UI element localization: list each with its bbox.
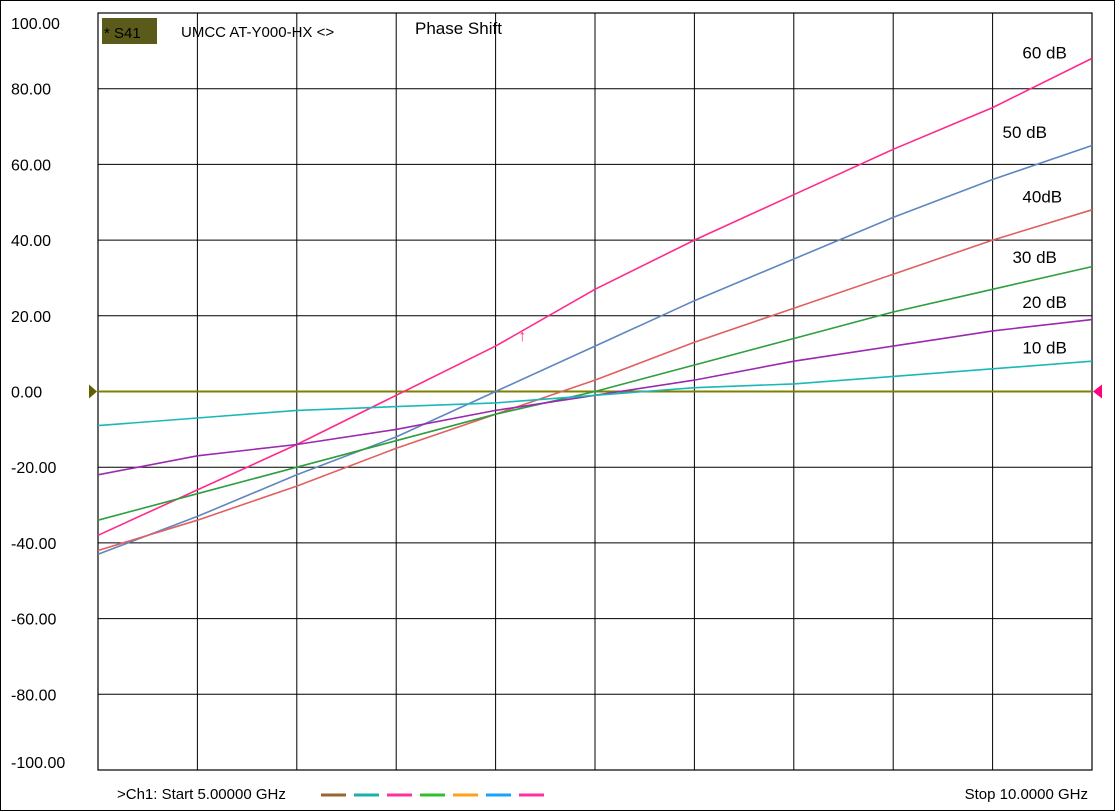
y-tick-label: 20.00: [11, 309, 51, 326]
series-label: 10 dB: [1022, 339, 1066, 358]
trace-10db: [97, 360, 1093, 427]
trace-50db: [97, 144, 1093, 556]
y-tick-label: -60.00: [11, 612, 56, 629]
y-tick-label: -100.00: [11, 755, 65, 772]
y-tick-label: -20.00: [11, 460, 56, 477]
series-label: 40dB: [1022, 187, 1062, 206]
series-label: 50 dB: [1003, 123, 1047, 142]
y-tick-label: 60.00: [11, 157, 51, 174]
y-tick-label: -80.00: [11, 687, 56, 704]
trace-badge-label: * S41: [104, 25, 141, 42]
reference-marker-left[interactable]: [89, 384, 97, 399]
trace-40db: [97, 209, 1093, 552]
stop-frequency-label: Stop 10.0000 GHz: [965, 786, 1088, 803]
trace-30db: [97, 265, 1093, 521]
series-label: 60 dB: [1022, 43, 1066, 62]
series-label: 30 dB: [1012, 248, 1056, 267]
chart-title: Phase Shift: [415, 19, 502, 38]
trace-badge[interactable]: [102, 18, 157, 44]
y-tick-label: 0.00: [11, 385, 42, 402]
start-frequency-label: >Ch1: Start 5.00000 GHz: [117, 786, 286, 803]
y-tick-label: 100.00: [11, 16, 60, 33]
measurement-label: UMCC AT-Y000-HX <>: [181, 24, 334, 41]
y-tick-label: 80.00: [11, 82, 51, 99]
y-tick-label: 40.00: [11, 233, 51, 250]
series-label: 20 dB: [1022, 293, 1066, 312]
trace-60db: [97, 57, 1093, 537]
trace-marker-icon: ↑: [518, 328, 526, 345]
reference-marker-right[interactable]: [1093, 384, 1102, 399]
y-tick-label: -40.00: [11, 536, 56, 553]
